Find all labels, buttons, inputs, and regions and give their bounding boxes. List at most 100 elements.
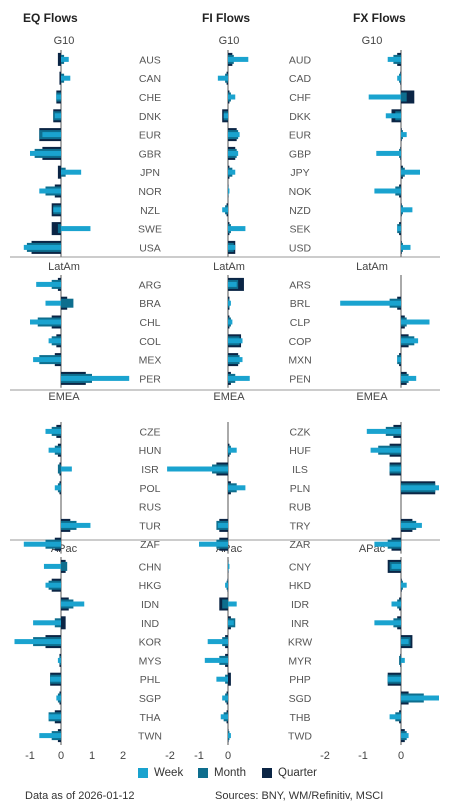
country-label: NZL bbox=[140, 205, 160, 217]
bar-week bbox=[61, 75, 71, 81]
bar-month bbox=[222, 599, 228, 609]
bar-month bbox=[61, 561, 68, 571]
country-label: IND bbox=[141, 618, 160, 630]
bar-week bbox=[222, 695, 228, 701]
country-label: CHE bbox=[139, 92, 161, 104]
bar-week bbox=[48, 338, 61, 344]
bar-week bbox=[397, 226, 401, 232]
bar-week bbox=[33, 620, 61, 626]
bar-week bbox=[401, 169, 420, 175]
bar-week bbox=[30, 150, 61, 156]
country-label: USA bbox=[139, 242, 161, 254]
bar-week bbox=[401, 733, 409, 739]
bar-week bbox=[228, 447, 237, 453]
country-label: DNK bbox=[139, 111, 161, 123]
currency-label: MXN bbox=[288, 355, 311, 367]
currency-label: CZK bbox=[290, 426, 311, 438]
bar-month bbox=[401, 92, 407, 102]
currency-label: IDR bbox=[291, 599, 310, 611]
bar-week bbox=[228, 357, 243, 363]
bar-week bbox=[401, 319, 430, 325]
country-label: MYS bbox=[139, 655, 162, 667]
legend-week: Week bbox=[138, 767, 183, 779]
bar-week bbox=[225, 582, 228, 588]
bar-week bbox=[61, 375, 130, 381]
region-title: G10 bbox=[362, 35, 383, 47]
x-tick-label: -1 bbox=[358, 750, 368, 762]
bar-week bbox=[376, 150, 401, 156]
bar-week bbox=[228, 601, 237, 607]
bar-week bbox=[228, 150, 239, 156]
currency-label: ZAR bbox=[290, 539, 311, 551]
bar-quarter bbox=[57, 165, 61, 179]
bar-week bbox=[368, 94, 401, 100]
currency-label: PLN bbox=[290, 483, 310, 495]
eq-flows-header: EQ Flows bbox=[23, 11, 78, 25]
currency-label: CLP bbox=[290, 317, 310, 329]
currency-label: AUD bbox=[289, 54, 312, 66]
bar-week bbox=[228, 319, 233, 325]
x-tick-label: 0 bbox=[398, 750, 404, 762]
bar-week bbox=[43, 563, 61, 569]
bar-week bbox=[228, 188, 230, 194]
bar-week bbox=[387, 56, 401, 62]
currency-label: SEK bbox=[289, 224, 310, 236]
bar-week bbox=[61, 466, 72, 472]
country-label: IDN bbox=[141, 599, 159, 611]
country-label: RUS bbox=[139, 502, 161, 514]
bar-week bbox=[374, 541, 401, 547]
bar-week bbox=[57, 657, 61, 663]
bar-month bbox=[61, 298, 74, 308]
bar-week bbox=[33, 357, 61, 363]
bar-week bbox=[391, 601, 401, 607]
country-label: HUN bbox=[139, 445, 162, 457]
country-label: HKG bbox=[139, 580, 162, 592]
bar-week bbox=[39, 733, 61, 739]
bar-week bbox=[401, 485, 439, 491]
country-label: BRA bbox=[139, 298, 161, 310]
country-label: TUR bbox=[139, 520, 161, 532]
country-label: NOR bbox=[138, 186, 162, 198]
bar-week bbox=[228, 94, 236, 100]
currency-label: DKK bbox=[289, 111, 311, 123]
region-title: LatAm bbox=[48, 261, 80, 273]
bar-week bbox=[401, 375, 417, 381]
currency-label: ARS bbox=[289, 279, 311, 291]
bar-month bbox=[57, 224, 61, 234]
bar-week bbox=[56, 695, 61, 701]
bar-week bbox=[220, 714, 228, 720]
data-date: Data as of 2026-01-12 bbox=[25, 790, 135, 802]
bar-week bbox=[366, 428, 401, 434]
region-title: EMEA bbox=[48, 391, 80, 403]
country-label: COL bbox=[139, 336, 161, 348]
data-sources: Sources: BNY, WM/Refinitiv, MSCI bbox=[215, 790, 384, 802]
bar-week bbox=[217, 75, 228, 81]
region-title: EMEA bbox=[356, 391, 388, 403]
currency-label: THB bbox=[290, 712, 311, 724]
bar-week bbox=[222, 207, 228, 213]
currency-label: TWD bbox=[288, 731, 312, 743]
currency-label: NZD bbox=[289, 205, 311, 217]
country-label: THA bbox=[140, 712, 161, 724]
bar-week bbox=[36, 281, 61, 287]
bar-week bbox=[401, 639, 409, 645]
bar-week bbox=[216, 676, 228, 682]
currency-label: COP bbox=[289, 336, 312, 348]
x-tick-label: 0 bbox=[225, 750, 231, 762]
country-label: SWE bbox=[138, 224, 162, 236]
currency-label: HKD bbox=[289, 580, 312, 592]
currency-label: KRW bbox=[288, 637, 312, 649]
bar-week bbox=[53, 207, 61, 213]
bar-week bbox=[228, 338, 243, 344]
country-label: KOR bbox=[139, 637, 162, 649]
legend-week-label: Week bbox=[154, 767, 184, 779]
country-label: GBR bbox=[139, 148, 162, 160]
x-tick-label: -1 bbox=[194, 750, 204, 762]
country-label: PER bbox=[139, 373, 161, 385]
bar-week bbox=[389, 466, 401, 472]
bar-week bbox=[14, 639, 61, 645]
bar-week bbox=[397, 75, 401, 81]
currency-label: HUF bbox=[289, 445, 311, 457]
bar-week bbox=[217, 522, 228, 528]
